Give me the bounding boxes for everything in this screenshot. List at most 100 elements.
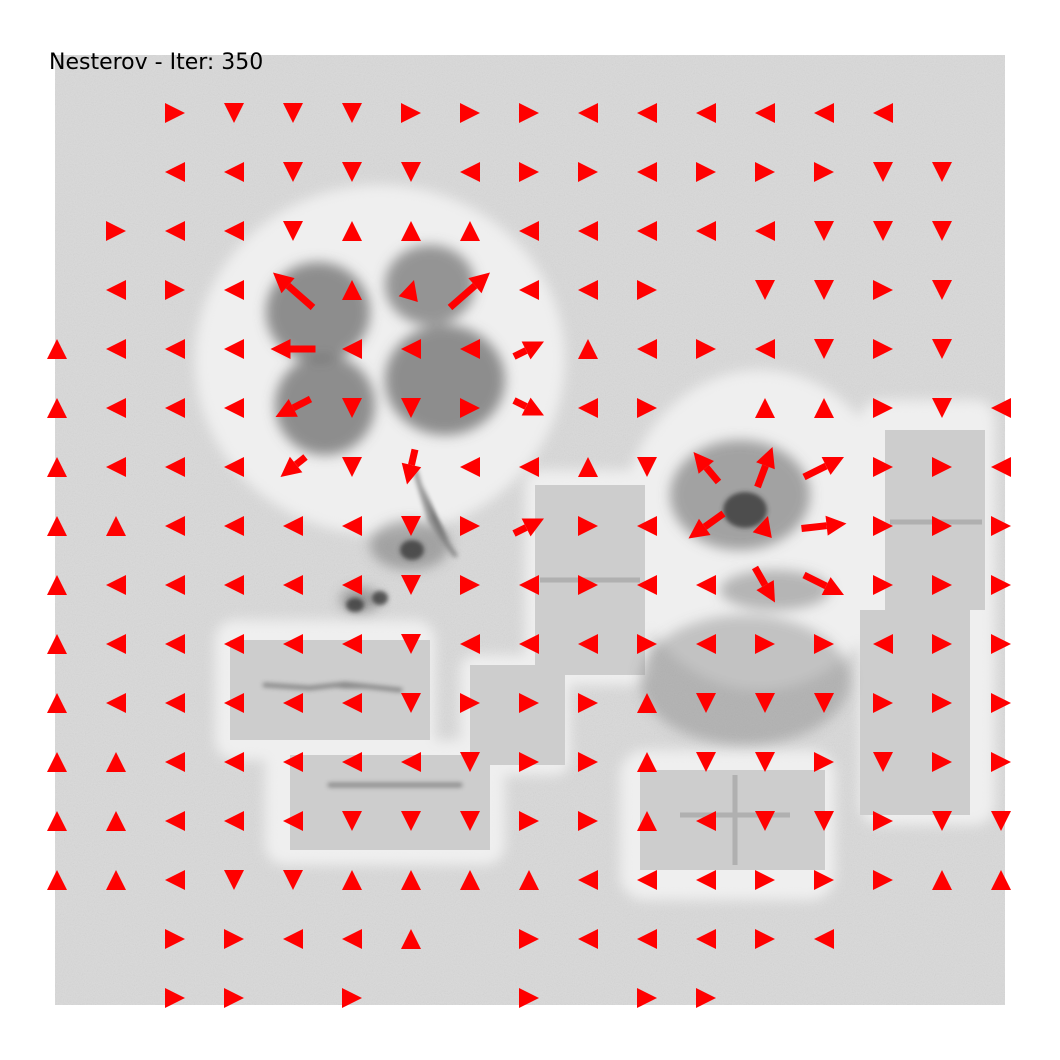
flow-arrow: [873, 103, 893, 123]
flow-arrow: [165, 339, 185, 359]
flow-arrow: [755, 280, 775, 300]
flow-arrow: [873, 575, 893, 595]
flow-arrow: [519, 870, 539, 890]
flow-arrow: [401, 398, 421, 418]
flow-arrow: [460, 398, 480, 418]
flow-arrow: [224, 398, 244, 418]
flow-arrow: [342, 988, 362, 1008]
flow-arrow: [519, 811, 539, 831]
flow-arrow: [342, 634, 362, 654]
flow-arrow: [754, 447, 775, 489]
flow-arrow: [165, 103, 185, 123]
flow-arrow: [224, 457, 244, 477]
flow-arrow: [165, 870, 185, 890]
flow-arrow: [873, 634, 893, 654]
flow-arrow: [401, 811, 421, 831]
flow-arrow: [460, 162, 480, 182]
flow-arrow: [873, 870, 893, 890]
flow-arrow: [283, 929, 303, 949]
flow-arrow: [224, 103, 244, 123]
flow-arrow: [224, 929, 244, 949]
flow-arrow: [47, 870, 67, 890]
flow-arrow: [755, 103, 775, 123]
flow-arrow: [802, 457, 844, 481]
flow-arrow: [460, 752, 480, 772]
flow-arrow: [342, 575, 362, 595]
ink-strokes: [262, 467, 463, 788]
flow-arrow: [578, 162, 598, 182]
flow-arrow: [342, 280, 362, 300]
flow-arrow: [696, 929, 716, 949]
flow-arrow: [224, 280, 244, 300]
flow-arrow: [932, 221, 952, 241]
flow-arrow: [637, 811, 657, 831]
flow-arrow: [165, 988, 185, 1008]
flow-arrow: [932, 339, 952, 359]
flow-arrow: [932, 752, 952, 772]
flow-arrow: [460, 516, 480, 536]
flow-arrow: [578, 870, 598, 890]
flow-arrow: [275, 395, 313, 417]
flow-arrow: [578, 929, 598, 949]
flow-arrow: [165, 575, 185, 595]
flow-arrow: [283, 575, 303, 595]
flow-arrow: [283, 693, 303, 713]
flow-arrow: [519, 693, 539, 713]
flow-arrow: [342, 870, 362, 890]
flow-arrow: [932, 398, 952, 418]
flow-arrow: [932, 634, 952, 654]
flow-arrow: [519, 103, 539, 123]
flow-arrow: [637, 398, 657, 418]
flow-arrow: [47, 634, 67, 654]
flow-arrow: [224, 634, 244, 654]
flow-arrow: [401, 870, 421, 890]
flow-arrow: [932, 575, 952, 595]
flow-arrow: [460, 457, 480, 477]
flow-arrow: [932, 870, 952, 890]
flow-arrow: [696, 339, 716, 359]
flow-arrow: [519, 752, 539, 772]
flow-arrow: [637, 457, 657, 477]
flow-arrow: [47, 752, 67, 772]
flow-arrow: [342, 811, 362, 831]
flow-arrow: [460, 575, 480, 595]
flow-arrow: [165, 162, 185, 182]
flow-arrow: [755, 398, 775, 418]
flow-arrow: [991, 752, 1011, 772]
flow-arrow: [755, 752, 775, 772]
flow-arrow: [106, 398, 126, 418]
flow-arrow: [814, 634, 834, 654]
flow-arrow: [873, 457, 893, 477]
flow-arrow: [802, 571, 844, 595]
flow-arrow: [991, 811, 1011, 831]
flow-arrow: [932, 280, 952, 300]
flow-arrow: [637, 752, 657, 772]
flow-arrow: [814, 870, 834, 890]
flow-arrow: [519, 280, 539, 300]
flow-arrow: [106, 634, 126, 654]
flow-arrow: [637, 103, 657, 123]
flow-arrow: [637, 870, 657, 890]
flow-arrow: [106, 575, 126, 595]
flow-arrow: [696, 693, 716, 713]
flow-arrow: [519, 634, 539, 654]
flow-arrow: [401, 103, 421, 123]
flow-arrow: [932, 693, 952, 713]
flow-arrow: [165, 693, 185, 713]
flow-arrow: [106, 280, 126, 300]
flow-arrow: [578, 398, 598, 418]
flow-arrow: [637, 516, 657, 536]
flow-arrow: [224, 221, 244, 241]
flow-arrow: [165, 516, 185, 536]
flow-arrow: [401, 448, 422, 485]
flow-arrow: [224, 693, 244, 713]
flow-arrow: [401, 339, 421, 359]
flow-arrow: [460, 103, 480, 123]
flow-arrow: [519, 162, 539, 182]
flow-arrow: [637, 280, 657, 300]
flow-arrow: [283, 221, 303, 241]
flow-arrow: [755, 162, 775, 182]
flow-arrow: [755, 634, 775, 654]
flow-arrow: [165, 221, 185, 241]
